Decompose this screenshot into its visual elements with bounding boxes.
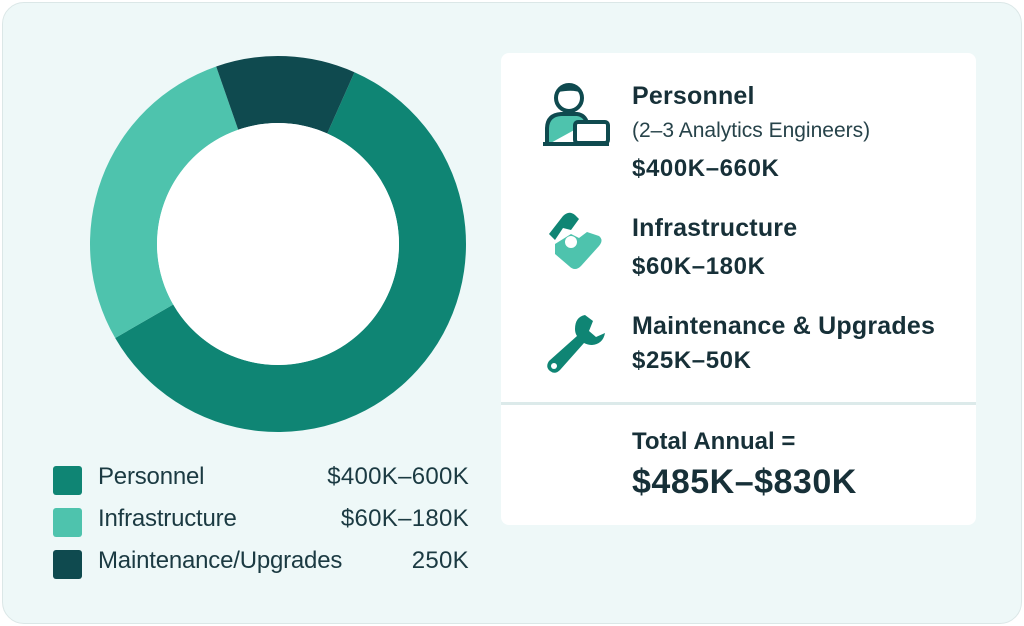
donut-hole	[157, 123, 399, 365]
breakdown-panel: Personnel (2–3 Analytics Engineers) $400…	[501, 53, 976, 525]
total-label: Total Annual =	[632, 428, 796, 455]
cloud-infrastructure-icon	[541, 206, 611, 276]
item-value: $25K–50K	[632, 347, 752, 374]
item-value: $400K–660K	[632, 155, 780, 182]
item-title: Infrastructure	[632, 214, 798, 242]
legend-swatch-personnel	[53, 466, 82, 495]
donut-slice-infrastructure	[89, 66, 239, 338]
chart-legend: Personnel $400K–600K Infrastructure $60K…	[53, 458, 483, 584]
legend-label: Personnel	[98, 463, 205, 490]
wrench-icon	[541, 309, 611, 379]
donut-slice-maintenance-upgrades	[216, 56, 355, 134]
divider	[501, 402, 976, 405]
legend-item-maintenance: Maintenance/Upgrades 250K	[53, 542, 483, 584]
donut-svg	[89, 56, 466, 433]
legend-value: $400K–600K	[327, 463, 469, 490]
donut-slice-personnel	[115, 72, 466, 433]
item-subtitle: (2–3 Analytics Engineers)	[632, 119, 871, 142]
total-value: $485K–$830K	[632, 463, 857, 501]
analyst-laptop-icon	[541, 77, 611, 147]
legend-swatch-maintenance	[53, 550, 82, 579]
item-title: Maintenance & Upgrades	[632, 312, 936, 340]
legend-value: $60K–180K	[340, 505, 469, 532]
item-title: Personnel	[632, 82, 755, 110]
item-value: $60K–180K	[632, 253, 766, 280]
legend-item-infrastructure: Infrastructure $60K–180K	[53, 500, 483, 542]
legend-value: 250K	[411, 547, 469, 574]
donut-chart	[89, 55, 467, 433]
legend-label: Maintenance/Upgrades	[98, 547, 343, 574]
legend-label: Infrastructure	[98, 505, 237, 532]
legend-item-personnel: Personnel $400K–600K	[53, 458, 483, 500]
legend-swatch-infrastructure	[53, 508, 82, 537]
